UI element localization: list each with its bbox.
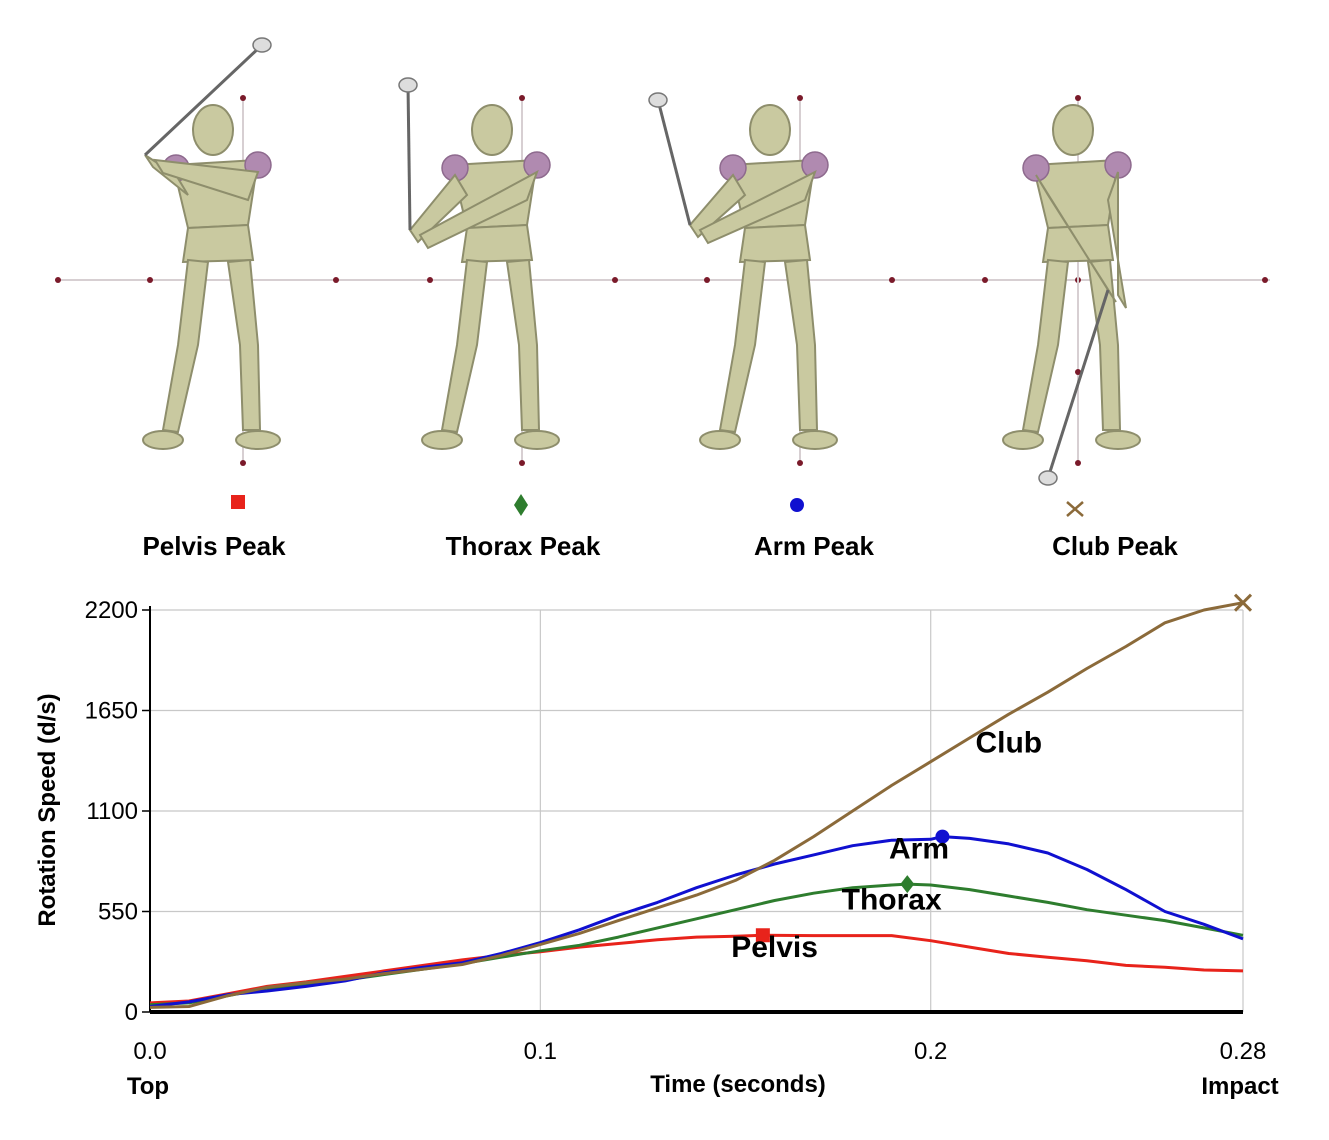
- chart-grid: [149, 609, 1244, 1013]
- y-tick-label: 1100: [86, 798, 138, 825]
- x-tick-label: 0.2: [914, 1038, 947, 1065]
- reference-dot: [147, 277, 153, 283]
- y-tick-label: 1650: [85, 698, 138, 725]
- thorax-peak-marker-icon: [514, 494, 528, 516]
- peak-marker-club: [1233, 593, 1253, 612]
- chart-ticks: 0 550 1100 1650 2200 0.0 0.1 0.2 0.28: [85, 597, 1267, 1065]
- series-label-pelvis: Pelvis: [731, 931, 818, 964]
- y-tick-label: 550: [98, 899, 138, 926]
- peak-marker-arm: [935, 829, 950, 844]
- x-axis-start-label: Top: [127, 1073, 169, 1100]
- swing-sequence-strip: Pelvis Peak Thorax Peak Arm Peak Club Pe…: [55, 37, 1270, 561]
- chart-axes: [149, 606, 1243, 1014]
- x-tick-label: 0.0: [133, 1038, 166, 1065]
- peak-marker-club: [1066, 501, 1084, 517]
- y-axis-title: Rotation Speed (d/s): [34, 693, 61, 926]
- x-axis-title: Time (seconds): [650, 1071, 826, 1098]
- golfer-figure: [398, 77, 560, 466]
- pelvis-peak-marker-icon: [231, 495, 245, 509]
- chart-series: [149, 601, 1244, 1009]
- reference-dot: [982, 277, 988, 283]
- reference-dot: [1262, 277, 1268, 283]
- thorax-peak-label: Thorax Peak: [446, 531, 601, 561]
- chart-peak-markers: [755, 593, 1253, 943]
- club-peak-marker-icon: [1066, 501, 1084, 517]
- reference-dot: [55, 277, 61, 283]
- figures-group: [142, 37, 1141, 486]
- arm-peak-marker-icon: [790, 498, 804, 512]
- peak-marker-pelvis: [755, 928, 770, 943]
- x-tick-label: 0.28: [1220, 1038, 1267, 1065]
- series-label-thorax: Thorax: [842, 884, 942, 917]
- golfer-figure: [142, 37, 281, 466]
- peak-marker-thorax: [900, 875, 915, 894]
- y-tick-label: 0: [125, 999, 138, 1026]
- golfer-figure: [648, 92, 838, 466]
- reference-dot: [612, 277, 618, 283]
- arm-peak-label: Arm Peak: [754, 531, 874, 561]
- peak-marker-pelvis: [231, 495, 245, 509]
- reference-dot: [427, 277, 433, 283]
- peak-marker-arm: [790, 498, 804, 512]
- series-label-arm: Arm: [889, 833, 949, 866]
- reference-dot: [333, 277, 339, 283]
- series-label-club: Club: [975, 727, 1042, 760]
- pelvis-peak-label: Pelvis Peak: [142, 531, 286, 561]
- x-tick-label: 0.1: [524, 1038, 557, 1065]
- peak-marker-thorax: [514, 494, 528, 516]
- golfer-figure: [1002, 95, 1141, 486]
- series-line-pelvis: [149, 933, 1244, 1005]
- reference-dot: [889, 277, 895, 283]
- club-peak-label: Club Peak: [1052, 531, 1178, 561]
- x-axis-end-label: Impact: [1201, 1073, 1278, 1100]
- rotation-speed-chart: 0 550 1100 1650 2200 0.0 0.1 0.2 0.28 Pelvis Thor…: [34, 593, 1279, 1100]
- reference-dot: [704, 277, 710, 283]
- y-tick-label: 2200: [85, 597, 138, 624]
- series-line-arm: [149, 835, 1244, 1008]
- chart-series-labels: Pelvis Thorax Arm Club: [731, 727, 1042, 965]
- series-line-club: [149, 601, 1244, 1009]
